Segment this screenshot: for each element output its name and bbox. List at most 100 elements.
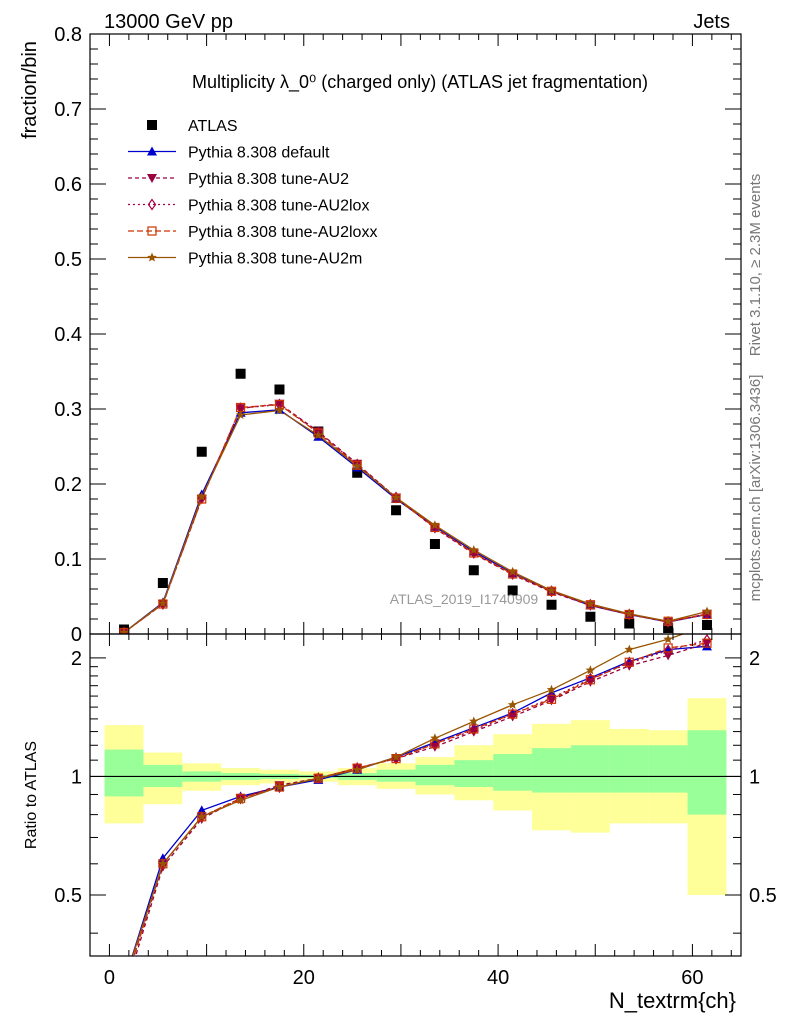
data-point: [585, 611, 596, 622]
mc-point: [119, 627, 129, 634]
legend-label: Pythia 8.308 default: [188, 145, 330, 162]
y-tick-label: 0.4: [54, 324, 82, 346]
green-band-bin: [493, 754, 533, 791]
x-tick-label: 40: [487, 967, 509, 989]
ratio-point: [624, 644, 634, 654]
mc-point: [624, 608, 634, 618]
energy-label: 13000 GeV pp: [104, 11, 233, 33]
main-series-lines: [123, 403, 708, 634]
mc-point: [469, 545, 479, 554]
green-band-bin: [104, 749, 144, 797]
legend-marker: [147, 226, 157, 236]
mc-point: [235, 410, 246, 419]
mc-point: [313, 430, 324, 440]
series-line: [123, 403, 708, 634]
y-tick-label: 0.1: [54, 549, 82, 571]
y-tick-label: 0.2: [54, 474, 82, 496]
data-point: [701, 620, 712, 630]
rivet-version-label: Rivet 3.1.10, ≥ 2.3M events: [747, 174, 764, 357]
series-line: [123, 409, 708, 634]
y-tick-label: 0.7: [54, 99, 82, 121]
mc-point: [158, 598, 168, 608]
ratio-point: [585, 665, 596, 675]
ratio-point: [663, 644, 673, 657]
legend-label: Pythia 8.308 tune-AU2: [188, 171, 349, 188]
ratio-point: [352, 762, 362, 775]
main-y-axis-label: fraction/bin: [19, 41, 41, 139]
mc-point: [663, 616, 673, 626]
ratio-point: [235, 795, 246, 805]
x-tick-label: 0: [104, 967, 115, 989]
mc-point: [585, 599, 596, 608]
data-point: [391, 505, 402, 516]
data-point: [429, 539, 440, 549]
mc-point: [469, 546, 479, 560]
ratio-point: [663, 634, 673, 644]
ratio-y-tick-label-right: 2: [749, 648, 760, 670]
ratio-point: [702, 638, 712, 648]
mc-point: [197, 491, 207, 501]
legend-entry: ATLAS: [147, 118, 238, 135]
main-series-markers: [119, 368, 712, 634]
legend-label: ATLAS: [188, 118, 238, 135]
data-point: [507, 585, 518, 596]
mc-point: [430, 521, 440, 534]
ratio-y-tick-label: 0.5: [54, 885, 82, 907]
ratio-point: [546, 694, 557, 704]
mc-point: [508, 567, 517, 581]
green-band-bin: [415, 764, 455, 786]
ratio-point: [469, 724, 479, 737]
ratio-point: [313, 773, 324, 783]
green-band-bin: [648, 745, 688, 793]
mc-point: [702, 606, 712, 616]
x-axis-label: N_textrm{ch}: [609, 988, 736, 1013]
legend-entry: Pythia 8.308 default: [128, 145, 330, 162]
ratio-y-axis-label: Ratio to ATLAS: [23, 741, 40, 849]
ratio-point: [663, 643, 673, 653]
data-point: [196, 446, 207, 457]
ratio-point: [197, 811, 207, 821]
ratio-point: [469, 724, 479, 734]
x-tick-label: 20: [293, 967, 315, 989]
data-point: [546, 599, 557, 610]
mc-point: [274, 399, 285, 409]
mc-point: [352, 461, 362, 470]
legend-marker: [147, 120, 157, 130]
ratio-point: [469, 716, 479, 726]
ratio-y-tick-label: 2: [71, 648, 82, 670]
mc-point: [507, 566, 518, 576]
data-point: [157, 578, 168, 588]
ratio-point: [196, 805, 207, 815]
legend-marker: [147, 174, 157, 183]
mcplots-reference-label: mcplots.cern.ch [arXiv:1306.3436]: [747, 375, 764, 602]
mc-point: [274, 405, 285, 415]
mc-point: [391, 492, 401, 502]
ratio-point: [585, 675, 595, 685]
ratio-y-tick-label-right: 0.5: [749, 885, 777, 907]
green-band-bin: [687, 730, 727, 815]
ratio-point: [158, 858, 168, 868]
ratio-point: [352, 763, 362, 773]
ratio-series-lines: [131, 634, 708, 956]
legend-entry: Pythia 8.308 tune-AU2: [128, 171, 349, 188]
legend-label: Pythia 8.308 tune-AU2lox: [188, 198, 369, 215]
green-band-bin: [532, 748, 571, 793]
mc-point: [430, 520, 440, 530]
x-tick-label: 60: [681, 967, 703, 989]
data-point: [352, 467, 363, 478]
green-band-bin: [454, 760, 494, 788]
ratio-y-tick-label-right: 1: [749, 766, 760, 788]
legend-entry: Pythia 8.308 tune-AU2lox: [128, 198, 369, 215]
ratio-point: [430, 733, 440, 743]
data-point: [235, 368, 246, 379]
ratio-y-tick-label: 1: [71, 766, 82, 788]
analysis-watermark: ATLAS_2019_I1740909: [390, 591, 539, 607]
legend-marker: [147, 252, 157, 262]
ratio-point: [121, 983, 128, 993]
legend-label: Pythia 8.308 tune-AU2loxx: [188, 224, 377, 241]
ratio-point: [119, 990, 129, 999]
plot-title: Multiplicity λ_0⁰ (charged only) (ATLAS …: [192, 72, 648, 93]
ratio-point: [625, 657, 634, 670]
ratio-point: [702, 634, 712, 647]
